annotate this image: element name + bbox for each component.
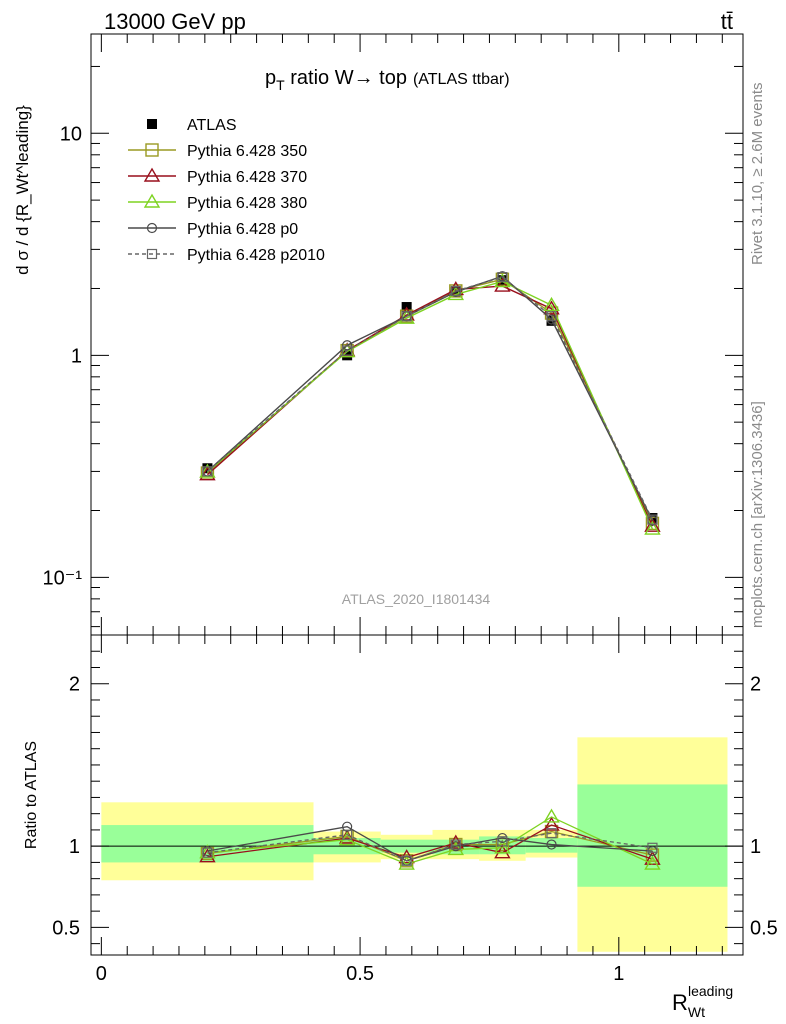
side-version-text: Rivet 3.1.10, ≥ 2.6M events — [749, 83, 766, 266]
y-tick-label-ratio-right: 0.5 — [750, 917, 778, 939]
x-tick-label: 0 — [96, 963, 107, 985]
main-series-group — [199, 271, 661, 535]
data-point-p380 — [644, 520, 661, 535]
legend-label-p380: Pythia 6.428 380 — [187, 195, 307, 212]
ratio-point-p350 — [645, 848, 660, 862]
legend: ATLAS Pythia 6.428 350 Pythia 6.428 370 Pyt… — [128, 117, 325, 264]
legend-marker-p350 — [145, 143, 159, 157]
legend-marker-atlas — [147, 119, 157, 129]
ratio-line-p2010 — [207, 832, 653, 862]
y-tick-label-ratio-right: 1 — [750, 836, 761, 858]
ratio-point-p2010 — [401, 855, 412, 866]
axis-tick-labels: 0 0.5 1 10⁻¹ 1 10 0.5 0.5 1 1 2 2 — [43, 123, 778, 985]
ratio-point-p370 — [644, 850, 661, 865]
data-point-p2010 — [401, 311, 412, 322]
ratio-point-p2010 — [647, 842, 658, 853]
legend-label-atlas: ATLAS — [187, 117, 237, 134]
ratio-point-p370 — [447, 834, 465, 849]
title-sub: T — [276, 77, 285, 93]
legend-marker-p0 — [146, 222, 158, 234]
data-point-p380 — [199, 463, 216, 478]
data-point-p0 — [342, 340, 353, 351]
y-tick-label-main: 10 — [60, 123, 82, 145]
y-tick-label-ratio: 2 — [69, 674, 80, 696]
data-point-p380 — [543, 296, 560, 311]
process-label: tt̄ — [721, 9, 733, 34]
y-tick-label-ratio-right: 2 — [750, 674, 761, 696]
ratio-point-p2010 — [342, 829, 353, 840]
legend-marker-p2010 — [146, 248, 158, 260]
axis-ticks — [91, 34, 743, 955]
ratio-point-p370 — [543, 816, 560, 831]
ratio-point-p370 — [494, 844, 511, 859]
data-point-p2010 — [342, 345, 353, 356]
legend-label-p0: Pythia 6.428 p0 — [187, 221, 298, 238]
y-tick-label-main: 10⁻¹ — [43, 567, 83, 589]
ratio-band-inner — [577, 784, 728, 887]
ratio-point-p380 — [494, 839, 511, 854]
ratio-point-p350 — [200, 846, 215, 861]
y-axis-label-ratio: Ratio to ATLAS — [23, 741, 40, 849]
ratio-point-p2010 — [497, 836, 508, 847]
series-line-p370 — [206, 285, 654, 527]
ratio-point-p370 — [199, 848, 216, 863]
ratio-point-p0 — [342, 821, 353, 832]
x-tick-label: 0.5 — [346, 963, 374, 985]
ratio-uncertainty-bands — [91, 737, 743, 952]
data-point-p2010 — [497, 272, 508, 283]
y-tick-label-ratio: 1 — [69, 836, 80, 858]
y-axis-label-main: d σ / d {R_Wt^leading} — [13, 105, 32, 275]
ratio-point-p380 — [644, 855, 661, 870]
ratio-point-p370 — [338, 829, 356, 844]
x-axis-label: RWt — [672, 990, 705, 1020]
side-source-text: mcplots.cern.ch [arXiv:1306.3436] — [749, 401, 766, 628]
ratio-point-p2010 — [546, 828, 557, 839]
energy-label: 13000 GeV pp — [104, 9, 246, 34]
data-point-p370 — [494, 277, 511, 292]
data-point-p350 — [645, 516, 660, 531]
x-axis-label-main: R — [672, 990, 688, 1015]
legend-label-p350: Pythia 6.428 350 — [187, 143, 307, 160]
legend-marker-p370 — [143, 167, 161, 182]
data-point-p380 — [338, 343, 356, 358]
series-line-p350 — [206, 278, 654, 524]
x-axis-label-sup: leading — [688, 983, 733, 999]
ratio-point-p380 — [338, 831, 356, 846]
legend-label-p2010: Pythia 6.428 p2010 — [187, 247, 325, 264]
legend-label-p370: Pythia 6.428 370 — [187, 169, 307, 186]
title-note: (ATLAS ttbar) — [413, 71, 510, 88]
ratio-point-p2010 — [202, 847, 213, 858]
series-line-p0 — [206, 275, 654, 521]
y-tick-label-ratio: 0.5 — [52, 917, 80, 939]
data-point-p2010 — [450, 285, 461, 297]
ratio-band-inner — [525, 838, 578, 853]
ratio-point-p380 — [543, 808, 560, 823]
data-point-p370 — [644, 517, 661, 532]
series-line-p2010 — [206, 276, 654, 520]
x-tick-label: 1 — [613, 963, 624, 985]
data-point-p380 — [494, 273, 511, 288]
ratio-point-p2010 — [450, 839, 461, 850]
data-point-p2010 — [546, 311, 557, 322]
data-point-p370 — [543, 300, 560, 315]
y-tick-label-main: 1 — [71, 345, 82, 367]
x-axis-label-sub: Wt — [688, 1004, 705, 1020]
title-main: p — [265, 67, 276, 89]
title-rest: ratio W→ top — [285, 67, 407, 89]
plot-title: pT ratio W→ top (ATLAS ttbar) — [265, 67, 510, 93]
ratio-line-p0 — [207, 825, 653, 862]
series-line-p380 — [206, 280, 654, 530]
ratio-line-p350 — [207, 830, 653, 862]
analysis-id-label: ATLAS_2020_I1801434 — [342, 591, 491, 607]
data-point-p2010 — [647, 514, 658, 525]
ratio-point-p0 — [546, 839, 557, 850]
ratio-series-group — [199, 808, 661, 870]
legend-marker-p380 — [143, 193, 161, 208]
data-point-p2010 — [202, 466, 213, 477]
ratio-plot-frame — [90, 634, 744, 956]
